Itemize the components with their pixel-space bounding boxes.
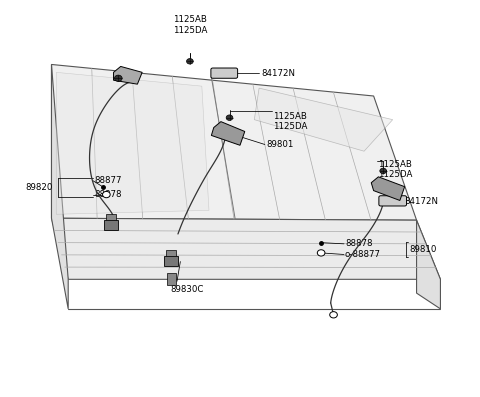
Circle shape [226, 115, 233, 120]
Text: 88877: 88877 [95, 176, 122, 185]
Polygon shape [417, 220, 441, 309]
Circle shape [330, 312, 337, 318]
Text: 88878: 88878 [345, 239, 372, 249]
FancyBboxPatch shape [379, 196, 407, 206]
Circle shape [115, 75, 122, 81]
Text: 84172N: 84172N [405, 197, 439, 206]
Circle shape [317, 250, 325, 256]
Polygon shape [254, 88, 393, 151]
Text: 1125AB
1125DA: 1125AB 1125DA [378, 160, 413, 179]
Polygon shape [51, 64, 68, 309]
Circle shape [380, 168, 386, 173]
Polygon shape [166, 250, 176, 256]
Polygon shape [211, 121, 245, 145]
Polygon shape [56, 72, 209, 214]
Text: o-88877: o-88877 [345, 250, 381, 259]
Circle shape [187, 58, 193, 64]
Text: 89830C: 89830C [171, 285, 204, 294]
Text: 89801: 89801 [266, 140, 294, 149]
Text: 1125AB
1125DA: 1125AB 1125DA [173, 15, 207, 35]
Polygon shape [104, 220, 118, 230]
Polygon shape [51, 218, 441, 279]
Text: 89810: 89810 [409, 245, 437, 254]
Text: 88878: 88878 [95, 190, 122, 199]
Text: 84172N: 84172N [262, 69, 296, 78]
Text: 89820: 89820 [25, 183, 53, 193]
Polygon shape [164, 256, 178, 266]
Polygon shape [107, 214, 116, 220]
Polygon shape [371, 177, 405, 200]
Text: 1125AB
1125DA: 1125AB 1125DA [274, 112, 308, 131]
Circle shape [103, 191, 110, 198]
Polygon shape [114, 66, 142, 84]
Polygon shape [51, 64, 417, 220]
FancyBboxPatch shape [211, 68, 238, 78]
Polygon shape [168, 274, 176, 285]
